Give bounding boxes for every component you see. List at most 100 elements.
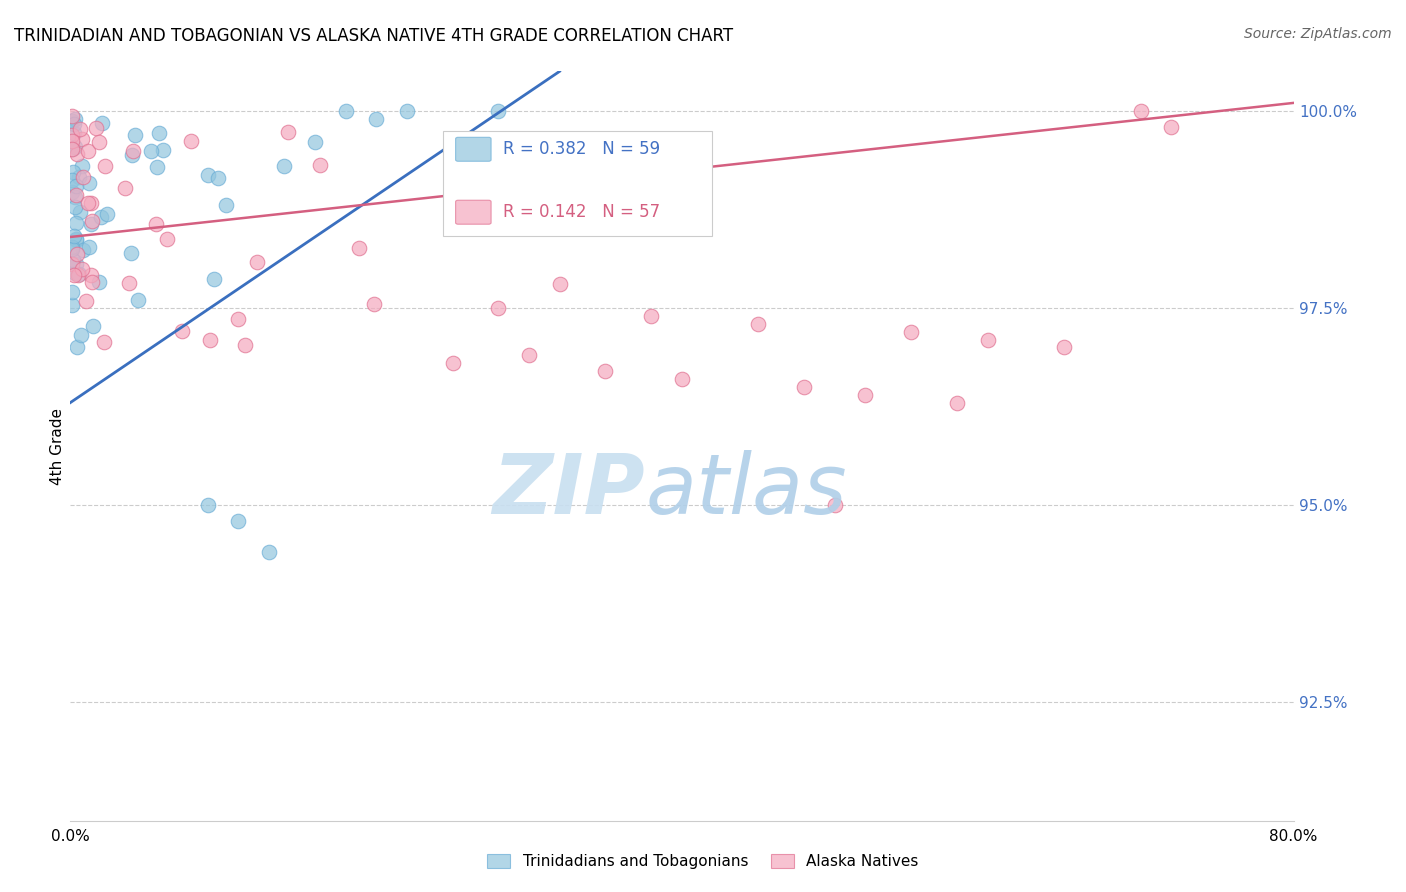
Text: atlas: atlas bbox=[645, 450, 846, 532]
Point bbox=[747, 317, 769, 331]
Point bbox=[114, 181, 136, 195]
Point bbox=[70, 159, 93, 173]
Point bbox=[60, 298, 83, 312]
Point bbox=[304, 136, 326, 150]
FancyBboxPatch shape bbox=[456, 200, 491, 224]
Point bbox=[215, 198, 238, 212]
Point bbox=[70, 327, 93, 342]
Point bbox=[94, 159, 117, 173]
Point bbox=[67, 170, 90, 185]
Point bbox=[1129, 103, 1152, 118]
Point bbox=[855, 388, 877, 402]
Point bbox=[66, 146, 89, 161]
Point bbox=[60, 185, 83, 199]
Point bbox=[77, 196, 100, 211]
Point bbox=[77, 240, 100, 254]
Point bbox=[277, 125, 299, 139]
Point bbox=[90, 210, 112, 224]
Point bbox=[66, 340, 89, 354]
Point bbox=[62, 165, 84, 179]
Point bbox=[60, 114, 83, 128]
Point bbox=[60, 109, 83, 123]
Point bbox=[62, 228, 84, 243]
Point bbox=[65, 216, 87, 230]
Point bbox=[202, 272, 225, 286]
Point bbox=[66, 247, 89, 261]
Point bbox=[91, 116, 114, 130]
Point bbox=[80, 196, 103, 211]
Point bbox=[273, 159, 295, 173]
Point bbox=[63, 117, 86, 131]
Point bbox=[488, 103, 510, 118]
Point bbox=[127, 293, 149, 307]
Text: R = 0.142   N = 57: R = 0.142 N = 57 bbox=[503, 203, 661, 221]
Point bbox=[145, 160, 167, 174]
Legend: Trinidadians and Tobagonians, Alaska Natives: Trinidadians and Tobagonians, Alaska Nat… bbox=[481, 848, 925, 875]
Point bbox=[65, 139, 87, 153]
Point bbox=[124, 128, 146, 143]
Point bbox=[60, 134, 83, 148]
Point bbox=[60, 142, 83, 156]
Point bbox=[197, 498, 219, 512]
Point bbox=[148, 126, 170, 140]
Point bbox=[122, 144, 145, 158]
Point bbox=[1160, 120, 1182, 134]
Point bbox=[72, 169, 94, 184]
Point bbox=[441, 356, 464, 370]
Point bbox=[76, 144, 98, 158]
Point bbox=[198, 333, 221, 347]
Point bbox=[65, 187, 87, 202]
Point bbox=[180, 134, 202, 148]
Point bbox=[335, 103, 357, 118]
Point bbox=[197, 168, 219, 182]
Point bbox=[60, 239, 83, 253]
Point bbox=[80, 217, 103, 231]
FancyBboxPatch shape bbox=[443, 131, 713, 236]
Point bbox=[63, 126, 86, 140]
Point bbox=[152, 143, 174, 157]
Y-axis label: 4th Grade: 4th Grade bbox=[49, 408, 65, 484]
Point bbox=[156, 232, 179, 246]
Point bbox=[640, 309, 662, 323]
Point bbox=[60, 128, 83, 142]
Point bbox=[366, 112, 388, 126]
Text: ZIP: ZIP bbox=[492, 450, 645, 532]
Point bbox=[946, 395, 969, 409]
FancyBboxPatch shape bbox=[456, 137, 491, 161]
Point bbox=[87, 136, 110, 150]
Point bbox=[62, 268, 84, 282]
Point bbox=[82, 318, 104, 333]
Point bbox=[233, 338, 256, 352]
Point bbox=[309, 158, 332, 172]
Point bbox=[84, 121, 107, 136]
Text: TRINIDADIAN AND TOBAGONIAN VS ALASKA NATIVE 4TH GRADE CORRELATION CHART: TRINIDADIAN AND TOBAGONIAN VS ALASKA NAT… bbox=[14, 27, 733, 45]
Point bbox=[900, 325, 922, 339]
Point bbox=[93, 334, 115, 349]
Point bbox=[66, 268, 89, 282]
Point bbox=[145, 217, 167, 231]
Point bbox=[60, 172, 83, 186]
Point bbox=[60, 242, 83, 256]
Point bbox=[120, 246, 142, 260]
Point bbox=[80, 268, 103, 282]
Point bbox=[65, 233, 87, 247]
Point bbox=[347, 242, 370, 256]
Point bbox=[65, 257, 87, 271]
Point bbox=[121, 147, 143, 161]
Point bbox=[67, 268, 90, 282]
Point bbox=[226, 311, 249, 326]
Text: R = 0.382   N = 59: R = 0.382 N = 59 bbox=[503, 140, 661, 158]
Point bbox=[548, 277, 571, 292]
Point bbox=[517, 348, 540, 362]
Point bbox=[69, 121, 91, 136]
Point bbox=[63, 200, 86, 214]
Point bbox=[96, 207, 118, 221]
Point bbox=[89, 275, 111, 289]
Point bbox=[63, 266, 86, 280]
Point bbox=[793, 380, 815, 394]
Point bbox=[63, 190, 86, 204]
Point bbox=[824, 498, 846, 512]
Point bbox=[77, 176, 100, 190]
Point bbox=[257, 545, 280, 559]
Point bbox=[363, 297, 385, 311]
